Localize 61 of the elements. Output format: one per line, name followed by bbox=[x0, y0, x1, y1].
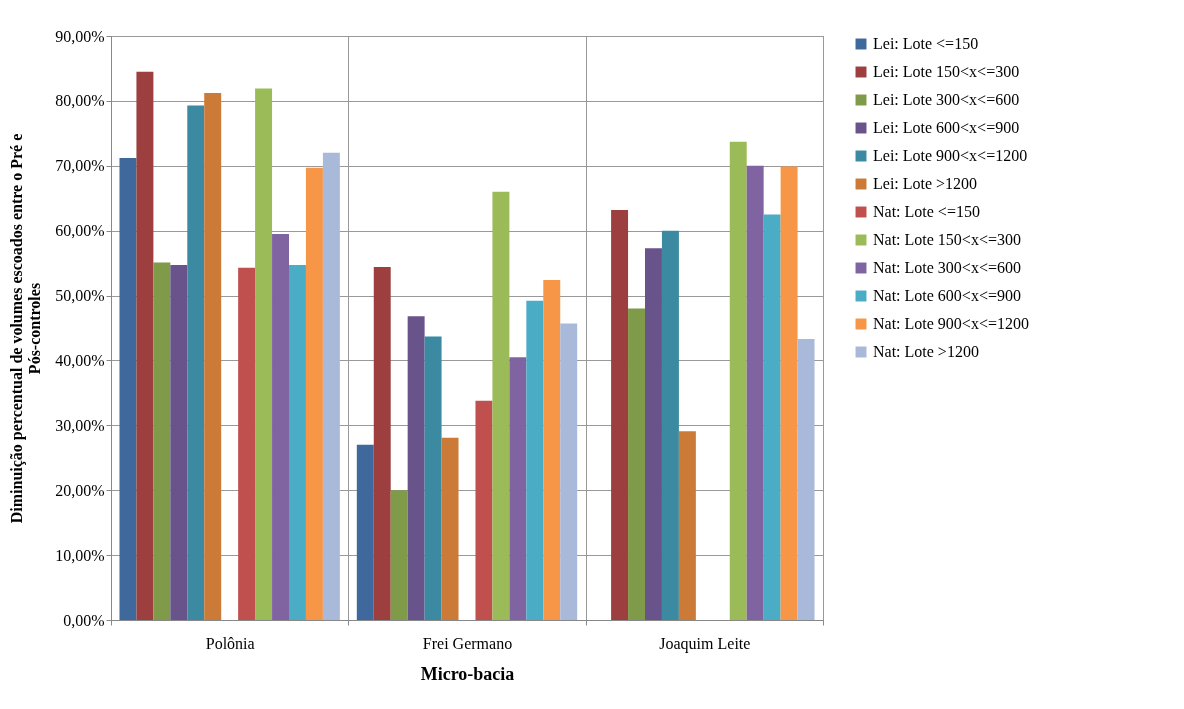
bar bbox=[238, 267, 256, 620]
y-axis-title: Diminuição percentual de volumes escoados entre o Pré e Pós-controles bbox=[8, 133, 44, 524]
x-axis-title: Micro-bacia bbox=[420, 663, 515, 684]
y-tick-label: 80,00% bbox=[55, 92, 105, 110]
y-tick-label: 40,00% bbox=[55, 351, 105, 369]
bar bbox=[272, 233, 289, 620]
bar bbox=[661, 230, 679, 620]
bar bbox=[780, 166, 798, 620]
y-tick-label: 60,00% bbox=[55, 222, 105, 240]
bar bbox=[797, 339, 815, 620]
y-tick-label: 70,00% bbox=[55, 157, 105, 175]
legend-label: Nat: Lote 900<x<=1200 bbox=[873, 315, 1029, 332]
bar bbox=[305, 167, 323, 620]
bar bbox=[187, 105, 205, 620]
bar bbox=[289, 265, 306, 620]
bar bbox=[746, 165, 764, 620]
legend-label: Lei: Lote 300<x<=600 bbox=[873, 91, 1020, 108]
y-tick-label: 90,00% bbox=[55, 27, 105, 45]
legend-label: Nat: Lote >1200 bbox=[873, 343, 979, 360]
legend-label: Nat: Lote 600<x<=900 bbox=[873, 287, 1021, 304]
bar bbox=[678, 431, 696, 620]
bar bbox=[543, 279, 561, 620]
bar bbox=[611, 209, 629, 620]
bar bbox=[526, 300, 544, 620]
legend-label: Nat: Lote 300<x<=600 bbox=[873, 259, 1021, 276]
bar bbox=[119, 157, 137, 620]
legend-label: Nat: Lote 150<x<=300 bbox=[873, 231, 1021, 248]
bar bbox=[373, 267, 391, 620]
x-tick-label: Frei Germano bbox=[422, 634, 513, 652]
bar bbox=[729, 141, 747, 620]
y-tick-label: 30,00% bbox=[55, 416, 105, 434]
bar bbox=[136, 71, 154, 620]
bar bbox=[424, 336, 442, 620]
bar bbox=[322, 152, 340, 620]
bar bbox=[170, 265, 188, 620]
bar bbox=[407, 316, 425, 620]
bar bbox=[204, 93, 222, 620]
bar bbox=[441, 437, 459, 620]
y-tick-label: 20,00% bbox=[55, 481, 105, 499]
bar bbox=[763, 214, 781, 620]
legend-label: Nat: Lote <=150 bbox=[873, 203, 980, 220]
x-tick-label: Polônia bbox=[205, 634, 255, 652]
bar bbox=[356, 444, 374, 620]
bar bbox=[153, 262, 171, 620]
bar bbox=[390, 490, 408, 620]
y-tick-label: 0,00% bbox=[63, 611, 105, 629]
bar bbox=[255, 88, 273, 620]
legend-label: Lei: Lote 900<x<=1200 bbox=[873, 147, 1028, 164]
bar bbox=[645, 248, 662, 620]
bar bbox=[628, 308, 645, 620]
bar bbox=[560, 323, 578, 620]
y-tick-label: 10,00% bbox=[55, 546, 105, 564]
legend-label: Lei: Lote <=150 bbox=[873, 35, 979, 52]
bar bbox=[492, 191, 510, 620]
legend-label: Lei: Lote 600<x<=900 bbox=[873, 119, 1020, 136]
legend-label: Lei: Lote 150<x<=300 bbox=[873, 63, 1020, 80]
bar bbox=[509, 357, 527, 620]
y-tick-label: 50,00% bbox=[55, 287, 105, 305]
legend-label: Lei: Lote >1200 bbox=[873, 175, 978, 192]
x-tick-label: Joaquim Leite bbox=[659, 634, 751, 653]
bar bbox=[475, 400, 493, 620]
